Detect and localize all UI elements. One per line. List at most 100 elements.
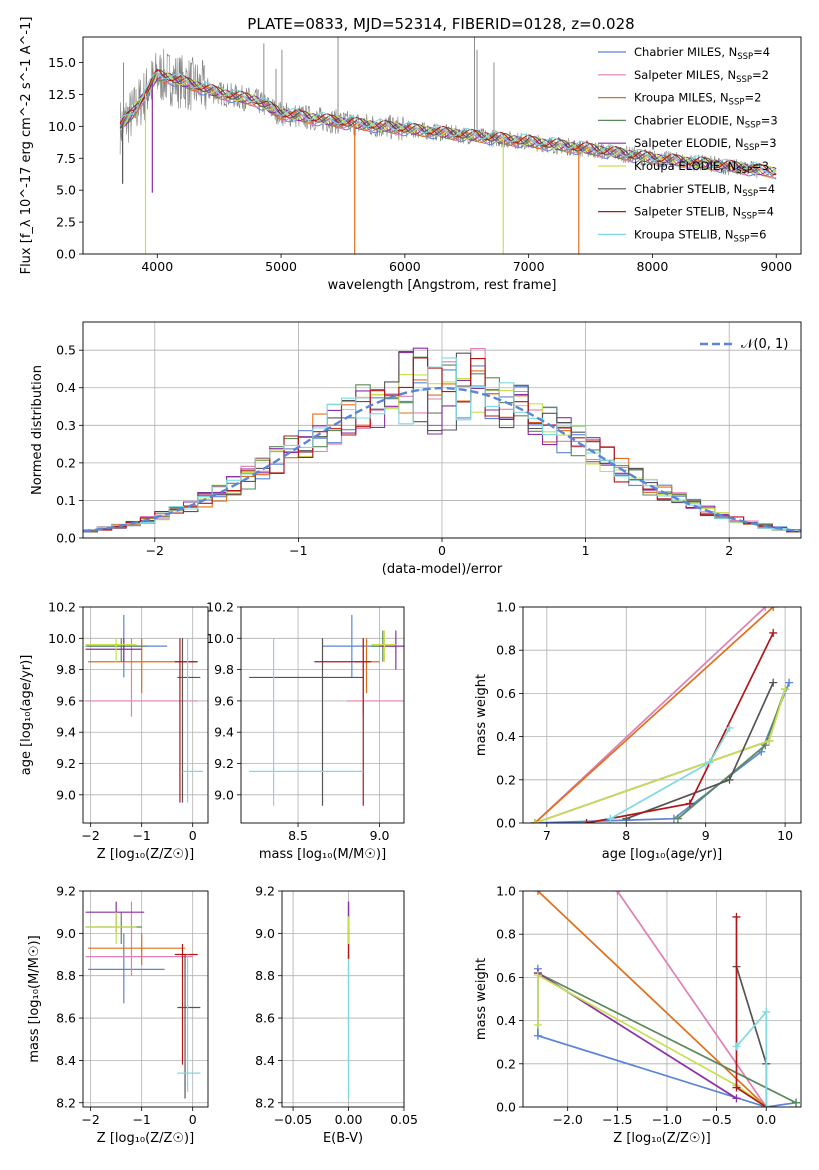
x-axis-label: Z [log₁₀(Z/Z☉)] <box>97 847 194 862</box>
y-tick-label: 2.5 <box>56 215 76 230</box>
point-marker <box>762 1103 771 1107</box>
y-tick-label: 0.4 <box>496 1013 516 1028</box>
y-tick-label: 9.4 <box>56 725 76 740</box>
point-marker <box>781 685 790 694</box>
y-tick-label: 1.0 <box>496 600 516 615</box>
x-tick-label: 8.5 <box>288 828 308 843</box>
y-tick-label: 0.6 <box>496 970 516 985</box>
x-tick-label: −1.0 <box>652 1112 682 1127</box>
point-marker <box>732 1083 741 1092</box>
x-tick-label: 8 <box>622 828 630 843</box>
point-marker <box>533 891 542 895</box>
legend-label: Chabrier ELODIE, NSSP=3 <box>634 113 778 130</box>
x-tick-label: −2 <box>81 828 99 843</box>
axes-frame <box>82 890 209 1108</box>
point-marker <box>769 678 778 687</box>
legend-label: Kroupa MILES, NSSP=2 <box>634 91 761 108</box>
plot-area <box>85 614 203 803</box>
x-tick-label: 9000 <box>760 259 792 274</box>
y-tick-label: 5.0 <box>56 183 76 198</box>
point-marker <box>765 736 774 745</box>
y-tick-label: 0.3 <box>56 418 76 433</box>
point-marker <box>792 1098 801 1107</box>
y-tick-label: 12.5 <box>48 87 76 102</box>
point-marker <box>725 723 734 732</box>
x-tick-label: −2.0 <box>552 1112 582 1127</box>
point-marker <box>732 1094 741 1103</box>
series-kroupa_elodie <box>537 973 767 1107</box>
y-tick-label: 8.2 <box>255 1095 275 1110</box>
x-tick-label: 7 <box>543 828 551 843</box>
legend-label: Chabrier STELIB, NSSP=4 <box>634 182 775 199</box>
y-tick-label: 0.0 <box>56 247 76 262</box>
legend: Chabrier MILES, NSSP=4 Salpeter MILES, NS… <box>598 45 778 244</box>
y-tick-label: 9.8 <box>214 662 234 677</box>
series-salpeter_miles <box>616 891 767 1107</box>
x-tick-label: 2 <box>725 543 733 558</box>
x-tick-label: −2 <box>81 1112 99 1127</box>
y-tick-label: 9.8 <box>56 662 76 677</box>
axes-frame <box>82 606 209 824</box>
point-marker <box>761 607 770 611</box>
point-marker <box>533 971 542 980</box>
model-spectrum-kroupa_stelib <box>119 71 777 174</box>
x-tick-label: −1 <box>132 828 150 843</box>
y-tick-label: 0.8 <box>496 643 516 658</box>
plot-area <box>533 891 801 1107</box>
x-axis-label: mass [log₁₀(M/M☉)] <box>259 847 386 862</box>
panel-8: −2.0 −1.5 −1.0 −0.5 0.0 0.0 0.2 0.4 0.6 0.8 1.0 Z [… <box>474 884 802 1146</box>
panel-6: −2 −1 0 8.2 8.4 8.6 8.8 9.0 9.2 Z [log₁₀(Z/Z☉)] ma… <box>27 884 209 1146</box>
point-marker <box>705 758 714 767</box>
y-tick-label: 10.2 <box>206 600 234 615</box>
legend-label: Salpeter MILES, NSSP=2 <box>634 68 769 85</box>
x-tick-label: 0 <box>438 543 446 558</box>
y-tick-label: 8.6 <box>56 1011 76 1026</box>
legend-label: 𝒩(0, 1) <box>741 337 788 352</box>
y-tick-label: 8.4 <box>255 1053 275 1068</box>
point-marker <box>732 1042 741 1051</box>
x-tick-label: −0.5 <box>701 1112 731 1127</box>
y-tick-label: 9.2 <box>56 884 76 899</box>
x-axis-label: Z [log₁₀(Z/Z☉)] <box>613 1131 710 1146</box>
x-tick-label: 9.0 <box>370 828 390 843</box>
point-marker <box>762 1007 771 1016</box>
x-axis-label: wavelength [Angstrom, rest frame] <box>328 278 557 293</box>
axes-frame <box>82 321 802 539</box>
point-marker <box>582 819 591 823</box>
y-tick-label: 9.0 <box>56 926 76 941</box>
x-tick-label: 0.0 <box>756 1112 776 1127</box>
model-spectrum-chabrier_miles <box>119 72 777 180</box>
y-axis-label: Normed distribution <box>30 365 45 495</box>
y-tick-label: 9.4 <box>214 725 234 740</box>
figure-title: PLATE=0833, MJD=52314, FIBERID=0128, z=0… <box>247 15 634 33</box>
point-marker <box>769 628 778 637</box>
y-tick-label: 10.0 <box>48 631 76 646</box>
y-tick-label: 9.0 <box>255 926 275 941</box>
legend-label: Chabrier MILES, NSSP=4 <box>634 45 770 62</box>
x-tick-label: −0.05 <box>274 1112 312 1127</box>
x-tick-label: 7000 <box>513 259 545 274</box>
y-tick-label: 0.5 <box>56 343 76 358</box>
x-tick-label: 8000 <box>637 259 669 274</box>
plot-area <box>119 37 777 254</box>
panel-1: 4000 5000 6000 7000 8000 9000 0.0 2.5 5.0 7.5 10.0… <box>19 17 802 293</box>
y-tick-label: 9.2 <box>255 884 275 899</box>
panel-5: 7 8 9 10 0.0 0.2 0.4 0.6 0.8 1.0 age [log₁₀(age/yr… <box>474 600 802 862</box>
y-axis-label: mass weight <box>474 958 489 1040</box>
y-tick-label: 0.0 <box>496 816 516 831</box>
y-tick-label: 0.1 <box>56 493 76 508</box>
y-tick-label: 9.2 <box>56 756 76 771</box>
y-tick-label: 8.8 <box>255 968 275 983</box>
y-axis-label: Flux [f_λ 10^-17 erg cm^-2 s^-1 A^-1] <box>19 17 34 275</box>
legend-label: Kroupa STELIB, NSSP=6 <box>634 227 766 244</box>
point-marker <box>613 891 622 895</box>
point-marker <box>606 814 615 823</box>
plot-area <box>530 607 794 823</box>
legend-label: Kroupa ELODIE, NSSP=3 <box>634 159 769 176</box>
y-tick-label: 10.2 <box>48 600 76 615</box>
x-tick-label: 1 <box>582 543 590 558</box>
x-tick-label: 4000 <box>141 259 173 274</box>
legend-label: Salpeter ELODIE, NSSP=3 <box>634 136 777 153</box>
plot-area <box>83 347 801 533</box>
x-tick-label: 0 <box>189 828 197 843</box>
